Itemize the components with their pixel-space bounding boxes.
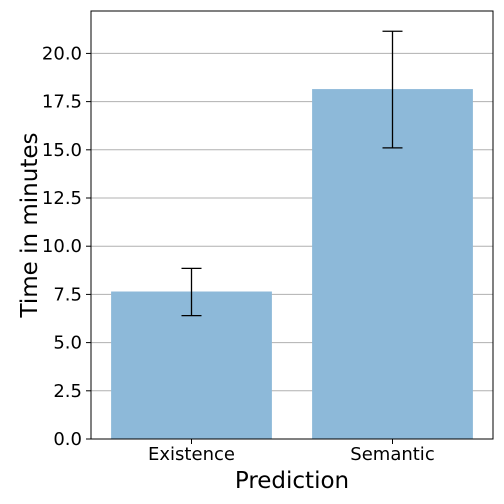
x-tick-label: Existence [148, 444, 235, 465]
y-tick-label: 5.0 [53, 333, 82, 354]
y-tick-label: 7.5 [53, 284, 82, 305]
y-axis-title: Time in minutes [17, 133, 43, 319]
y-tick-label: 15.0 [42, 140, 82, 161]
y-tick-label: 20.0 [42, 43, 82, 64]
y-tick-label: 10.0 [42, 236, 82, 257]
error-bars [181, 30, 403, 317]
y-tick-label: 2.5 [53, 381, 82, 402]
y-tick-label: 17.5 [42, 92, 82, 113]
y-axis-ticks: 0.0 2.5 5.0 7.5 10.0 12.5 15.0 17.5 20.0 [42, 43, 91, 450]
bars [111, 89, 473, 439]
x-axis-title: Prediction [235, 468, 349, 494]
y-tick-label: 0.0 [53, 429, 82, 450]
x-axis-ticks: Existence Semantic [148, 439, 435, 465]
x-tick-label: Semantic [350, 444, 434, 465]
plot-frame [90, 10, 494, 440]
y-tick-label: 12.5 [42, 188, 82, 209]
